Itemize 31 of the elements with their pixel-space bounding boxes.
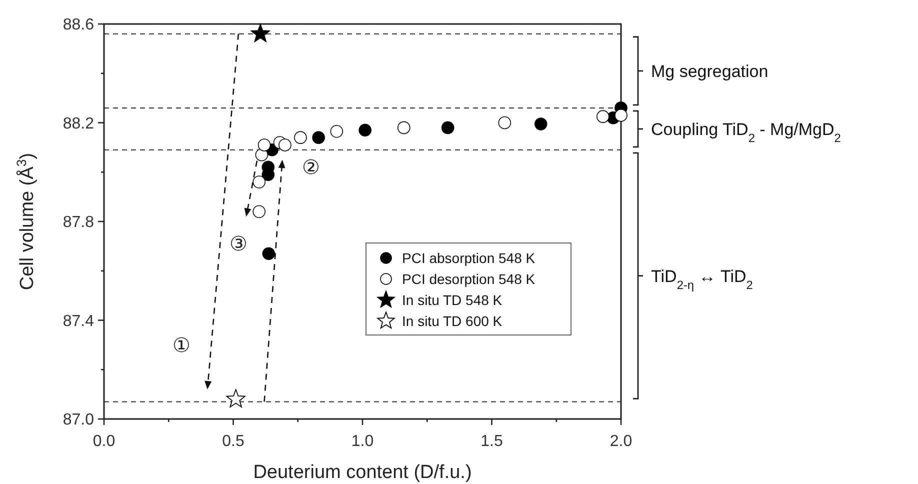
text: TiD$_{2-η}$ ↔ TiD$_{2}$ (651, 266, 754, 292)
y-tick-label: 87.8 (62, 214, 94, 232)
point (534, 118, 548, 130)
point (262, 247, 276, 260)
annotation: ① (172, 334, 191, 357)
x-tick-label: 1.0 (351, 433, 374, 450)
x-tick-label: 0.5 (222, 433, 244, 450)
x-tick-label: 1.5 (480, 433, 503, 450)
y-tick-label: 88.2 (62, 115, 94, 132)
x-tick-label: 0.0 (92, 433, 116, 450)
point (278, 138, 292, 152)
x-tick-label: 2.0 (610, 433, 632, 450)
legend-label: In situ TD 548 K (402, 292, 503, 308)
x-axis-title: Deuterium content (D/f.u.) (253, 462, 472, 483)
y-tick-label: 87.0 (62, 412, 94, 429)
annotation: ② (302, 157, 320, 180)
y-tick-label: 88.6 (62, 16, 94, 34)
point (226, 389, 246, 408)
point (312, 131, 325, 144)
text: Coupling TiD$_{2}$ - Mg/MgD$_{2}$ (651, 120, 842, 145)
annotation: ③ (229, 234, 248, 256)
point (441, 121, 454, 134)
y-tick-label: 87.4 (62, 312, 94, 330)
point (250, 24, 270, 42)
legend-label: In situ TD 600 K (402, 312, 503, 329)
legend-label: PCI desorption 548 K (402, 270, 536, 287)
legend-label: PCI absorption 548 K (402, 250, 536, 266)
point (258, 138, 271, 152)
point (614, 108, 628, 122)
text: Mg segregation (651, 62, 768, 81)
point (358, 124, 372, 137)
